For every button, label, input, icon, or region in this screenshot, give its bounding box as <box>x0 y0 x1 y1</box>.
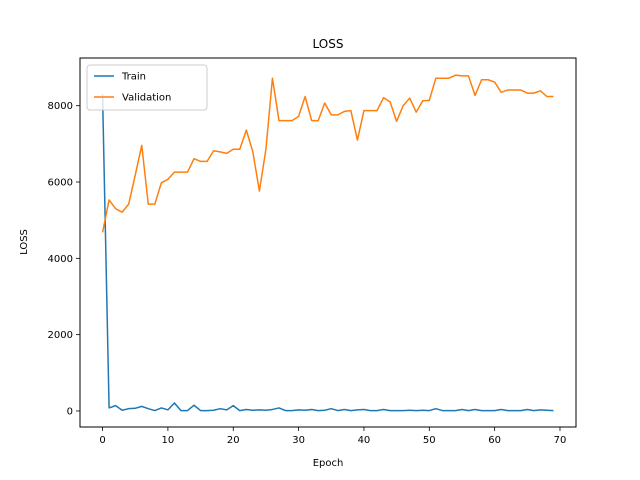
y-tick-label: 2000 <box>48 330 73 341</box>
x-tick-label: 50 <box>423 435 436 446</box>
y-axis-label: LOSS <box>19 229 30 255</box>
series-line-validation <box>101 74 554 233</box>
x-tick-label: 20 <box>227 435 240 446</box>
x-tick-label: 40 <box>358 435 371 446</box>
legend: Train Validation <box>86 64 208 111</box>
x-tick-label: 30 <box>292 435 305 446</box>
y-tick-label: 6000 <box>48 178 73 189</box>
chart-title: LOSS <box>313 37 344 51</box>
x-tick-label: 60 <box>488 435 501 446</box>
x-tick-label: 0 <box>99 435 105 446</box>
x-tick-label: 10 <box>162 435 175 446</box>
y-axis: 0 2000 4000 6000 8000 <box>48 101 80 417</box>
y-tick-label: 4000 <box>48 254 73 265</box>
x-axis-label: Epoch <box>313 458 344 469</box>
y-tick-label: 8000 <box>48 101 73 112</box>
legend-label-train: Train <box>121 72 146 83</box>
plot-area <box>101 74 554 412</box>
x-tick-label: 70 <box>554 435 567 446</box>
series-line-train <box>101 94 554 412</box>
legend-box <box>86 64 208 111</box>
x-axis: 0 10 20 30 40 50 60 70 <box>99 427 566 446</box>
plot-frame <box>79 57 577 428</box>
legend-label-validation: Validation <box>122 93 171 104</box>
y-tick-label: 0 <box>67 406 73 417</box>
